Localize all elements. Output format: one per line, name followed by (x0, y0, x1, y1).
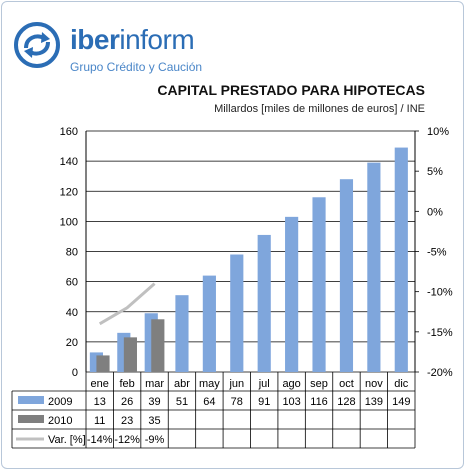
bar-2010-mar (151, 319, 165, 372)
table-cell: 128 (337, 396, 355, 408)
y-tick-label: 0 (72, 367, 78, 379)
legend-key-2009 (18, 396, 44, 404)
y2-tick-label: -10% (427, 287, 453, 299)
x-tick-label: feb (119, 378, 134, 390)
y-tick-label: 140 (60, 156, 78, 168)
bar-2010-feb (123, 337, 137, 372)
table-cell: 149 (392, 396, 410, 408)
x-tick-label: abr (174, 378, 190, 390)
table-cell: 116 (310, 396, 328, 408)
y2-tick-label: 0% (427, 206, 443, 218)
bar-2009-abr (175, 295, 189, 372)
legend-label-2010: 2010 (48, 415, 72, 427)
x-tick-label: dic (394, 378, 409, 390)
bar-2009-dic (394, 147, 408, 372)
y-tick-label: 60 (66, 277, 78, 289)
y-tick-label: 120 (60, 186, 78, 198)
table-cell: 91 (258, 396, 270, 408)
brand-name-light: inform (119, 24, 195, 55)
y-tick-label: 80 (66, 247, 78, 259)
y-tick-label: 160 (60, 126, 78, 138)
table-cell: 78 (231, 396, 243, 408)
y2-tick-label: -15% (427, 327, 453, 339)
y-tick-label: 100 (60, 216, 78, 228)
bar-2009-oct (339, 179, 354, 372)
x-tick-label: may (199, 378, 220, 390)
table-cell: 139 (365, 396, 383, 408)
table-cell: 64 (203, 396, 215, 408)
chart-subtitle: Millardos [miles de millones de euros] /… (214, 103, 425, 115)
table-cell: 13 (94, 396, 106, 408)
brand-tagline: Grupo Crédito y Caución (70, 60, 203, 74)
y-tick-label: 40 (66, 307, 78, 319)
y2-tick-label: -5% (427, 247, 447, 259)
y2-tick-label: -20% (427, 367, 453, 379)
brand-name: iberinform (70, 24, 195, 56)
table-cell: 23 (121, 415, 133, 427)
y2-tick-label: 5% (427, 166, 443, 178)
x-tick-label: jun (228, 378, 244, 390)
table-cell: 103 (282, 396, 300, 408)
table-cell: 26 (121, 396, 133, 408)
bar-2009-sep (312, 197, 326, 372)
x-tick-label: ago (282, 378, 300, 390)
brand-name-bold: iber (70, 24, 120, 55)
x-tick-label: nov (365, 378, 383, 390)
chart-title: CAPITAL PRESTADO PARA HIPOTECAS (157, 82, 425, 98)
variation-line (98, 282, 156, 326)
legend-label-var: Var. [%] (48, 434, 86, 446)
table-cell: 51 (176, 396, 188, 408)
table-cell: 11 (94, 415, 105, 427)
table-cell: -9% (145, 434, 165, 446)
bar-2009-ago (285, 216, 299, 372)
table-cell: 35 (148, 415, 160, 427)
bar-2009-jul (257, 234, 271, 372)
x-tick-label: mar (145, 378, 164, 390)
iberinform-logo-icon (14, 22, 60, 68)
table-cell: 39 (148, 396, 160, 408)
table-cell: -12% (114, 434, 140, 446)
x-tick-label: ene (91, 378, 109, 390)
bar-2010-ene (96, 355, 110, 372)
y2-tick-label: 10% (427, 126, 449, 138)
brand-logo: iberinform Grupo Crédito y Caución (14, 20, 234, 80)
bar-2009-nov (367, 162, 381, 372)
legend-key-2010 (18, 415, 44, 423)
bar-2009-may (202, 275, 216, 372)
y-tick-label: 20 (66, 337, 78, 349)
x-tick-label: jul (258, 378, 270, 390)
legend-label-2009: 2009 (48, 396, 72, 408)
x-tick-label: sep (310, 378, 328, 390)
table-cell: -14% (87, 434, 113, 446)
x-tick-label: oct (339, 378, 354, 390)
bar-2009-jun (230, 254, 244, 372)
